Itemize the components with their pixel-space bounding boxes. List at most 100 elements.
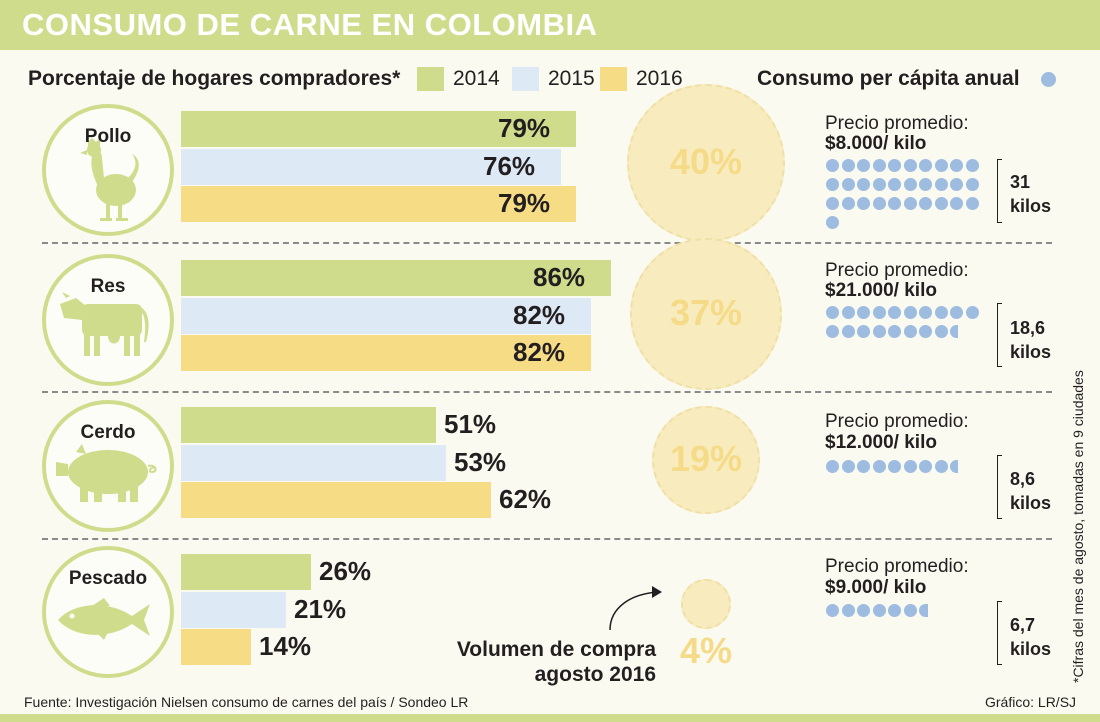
bar-value-label: 76% — [483, 150, 536, 181]
kilo-dot — [857, 197, 870, 210]
kilos-unit-res: kilos — [1010, 342, 1052, 362]
price-value-pollo: $8.000/ kilo — [825, 133, 927, 154]
kilos-bracket — [997, 601, 1002, 665]
kilo-dot — [919, 460, 932, 473]
graphic-credit: Gráfico: LR/SJ — [985, 694, 1077, 710]
kilos-value-cerdo: 8,6 — [1010, 469, 1036, 489]
volume-share-label: 4% — [679, 630, 733, 671]
kilo-dot — [950, 306, 963, 319]
bar-pollo-2016 — [181, 186, 576, 222]
kilo-dot — [888, 197, 901, 210]
bar-value-label: 82% — [513, 299, 566, 330]
kilo-dot — [934, 306, 948, 319]
per-capita-dot-icon — [1041, 72, 1056, 87]
chicken-icon — [80, 138, 139, 221]
res-icon-circle: Res — [42, 254, 174, 386]
bar-res-2016 — [181, 335, 591, 371]
bar-value-label: 79% — [498, 188, 551, 218]
kilo-dot — [826, 197, 839, 210]
volume-bubble-pescado — [681, 579, 731, 629]
bar-pescado-2016 — [181, 629, 251, 665]
kilo-dot — [841, 460, 855, 473]
bar-value-label: 26% — [319, 556, 372, 586]
category-name-pollo: Pollo — [84, 126, 132, 147]
pollo-icon-circle: Pollo — [42, 104, 174, 236]
kilo-dot — [872, 460, 886, 473]
kilo-dot — [841, 159, 855, 172]
kilos-unit-pescado: kilos — [1010, 639, 1052, 659]
legend-swatch-2014 — [417, 67, 444, 91]
bar-res-2015 — [181, 297, 591, 334]
kilo-dot — [903, 460, 917, 473]
kilo-dot — [826, 325, 839, 338]
kilo-dot — [872, 306, 886, 319]
kilos-value-pollo: 31 — [1010, 172, 1031, 192]
bar-pollo-2014 — [181, 111, 576, 147]
bar-value-label: 79% — [498, 113, 551, 143]
kilo-dot — [934, 178, 948, 191]
kilo-dot — [841, 197, 855, 210]
kilo-dot — [965, 159, 979, 172]
kilo-dot — [841, 604, 855, 617]
kilo-dot — [903, 197, 917, 210]
volume-share-label: 37% — [669, 292, 743, 333]
bar-pescado-2014 — [181, 554, 311, 590]
kilo-dot — [903, 178, 917, 191]
kilo-dot — [857, 325, 870, 338]
arrow-icon — [609, 586, 662, 631]
fish-icon — [58, 598, 150, 640]
kilos-value-pescado: 6,7 — [1010, 615, 1036, 635]
kilos-bracket — [997, 455, 1002, 519]
kilo-dot — [919, 604, 929, 617]
per-capita-header: Consumo per cápita anual — [757, 67, 1020, 90]
chart-title: CONSUMO DE CARNE EN COLOMBIA — [22, 7, 598, 42]
volume-note-line1: Volumen de compra — [456, 638, 656, 661]
bar-cerdo-2015 — [181, 444, 446, 481]
kilo-dot — [903, 325, 917, 338]
kilo-dot — [857, 159, 870, 172]
kilo-dot — [857, 306, 870, 319]
kilo-dot — [903, 604, 917, 617]
bar-cerdo-2014 — [181, 407, 436, 443]
bar-value-label: 14% — [259, 631, 312, 661]
kilo-dot — [934, 325, 948, 338]
separator — [42, 242, 1052, 244]
kilo-dot — [903, 306, 917, 319]
kilo-dot — [903, 159, 917, 172]
kilo-dot — [826, 216, 839, 229]
kilo-dot — [826, 460, 839, 473]
kilo-dot — [826, 604, 839, 617]
kilo-dot — [950, 197, 963, 210]
bar-value-label: 62% — [499, 484, 552, 514]
pig-icon — [56, 444, 157, 502]
kilo-dot — [872, 159, 886, 172]
kilo-dot — [950, 325, 958, 338]
kilo-dot — [950, 178, 963, 191]
cow-icon — [60, 292, 149, 356]
legend-swatch-2016 — [600, 67, 627, 91]
bar-value-label: 82% — [513, 337, 566, 367]
side-note: *Cifras del mes de agosto, tomadas en 9 … — [1070, 370, 1086, 683]
title-bar: CONSUMO DE CARNE EN COLOMBIA — [0, 0, 1100, 50]
source-note: Fuente: Investigación Nielsen consumo de… — [24, 694, 469, 710]
separator — [42, 391, 1052, 393]
bar-res-2014 — [181, 260, 611, 296]
volume-bubble-res — [630, 238, 782, 390]
kilo-dot — [934, 159, 948, 172]
kilo-dot — [965, 197, 979, 210]
kilo-dot — [934, 197, 948, 210]
kilo-dot — [919, 159, 932, 172]
kilo-dot — [872, 178, 886, 191]
kilo-dot — [888, 325, 901, 338]
category-name-res: Res — [90, 276, 126, 297]
bottom-bar — [0, 714, 1100, 722]
kilo-dot — [888, 460, 901, 473]
bar-pollo-2015 — [181, 148, 561, 185]
legend-label-2014: 2014 — [453, 67, 500, 90]
kilos-unit-cerdo: kilos — [1010, 493, 1052, 513]
price-label-pescado: Precio promedio: — [825, 556, 969, 577]
kilo-dot — [857, 604, 870, 617]
volume-note-line2: agosto 2016 — [534, 663, 656, 686]
cerdo-icon-circle: Cerdo — [42, 400, 174, 532]
kilo-dot — [919, 178, 932, 191]
